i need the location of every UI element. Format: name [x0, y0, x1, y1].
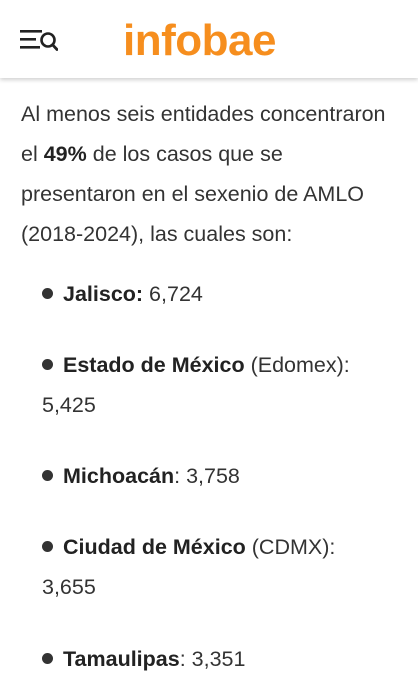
state-value: 3,758: [180, 464, 240, 488]
list-item-edomex: Estado de México (Edomex): 5,425: [42, 345, 387, 425]
list-item-cdmx: Ciudad de México (CDMX): 3,655: [42, 527, 387, 607]
state-name: Jalisco:: [63, 282, 144, 306]
state-suffix: (Edomex):: [244, 353, 350, 377]
bullet-icon: [42, 288, 53, 299]
state-name: Estado de México: [63, 353, 245, 377]
intro-text-before: Al menos seis entidades concentraron el: [21, 102, 386, 166]
state-value: 6,724: [143, 282, 203, 306]
intro-paragraph: Al menos seis entidades concentraron el …: [21, 94, 401, 254]
bullet-icon: [42, 541, 53, 552]
state-value: 3,655: [42, 575, 96, 599]
list-item-tamaulipas: Tamaulipas: 3,351: [42, 639, 387, 679]
list-item-text: Tamaulipas: 3,351: [42, 639, 387, 679]
infobae-logo[interactable]: infobae: [123, 16, 276, 65]
intro-text-after: de los casos que se presentaron en el se…: [21, 142, 365, 246]
state-name: Tamaulipas: [63, 647, 180, 671]
state-name: Michoacán: [63, 464, 175, 488]
list-item-jalisco: Jalisco: 6,724: [42, 274, 387, 314]
list-item-text: Estado de México (Edomex): 5,425: [42, 345, 387, 425]
top-header: infobae: [0, 0, 418, 78]
intro-highlight-percentage: 49%: [43, 142, 87, 166]
list-item-michoacan: Michoacán: 3,758: [42, 456, 387, 496]
menu-button[interactable]: [20, 29, 59, 55]
bullet-icon: [42, 653, 53, 664]
state-value: 5,425: [42, 393, 96, 417]
state-suffix: :: [174, 464, 181, 488]
bullet-icon: [42, 359, 53, 370]
list-item-text: Jalisco: 6,724: [42, 274, 387, 314]
article-body: Al menos seis entidades concentraron el …: [0, 78, 418, 700]
state-value: 3,351: [185, 647, 246, 671]
state-name: Ciudad de México: [63, 535, 246, 559]
state-suffix: (CDMX):: [245, 535, 336, 559]
list-item-text: Ciudad de México (CDMX): 3,655: [42, 527, 387, 607]
menu-search-icon: [20, 30, 59, 51]
bullet-icon: [42, 470, 53, 481]
list-item-text: Michoacán: 3,758: [42, 456, 387, 496]
state-suffix: :: [179, 647, 186, 671]
